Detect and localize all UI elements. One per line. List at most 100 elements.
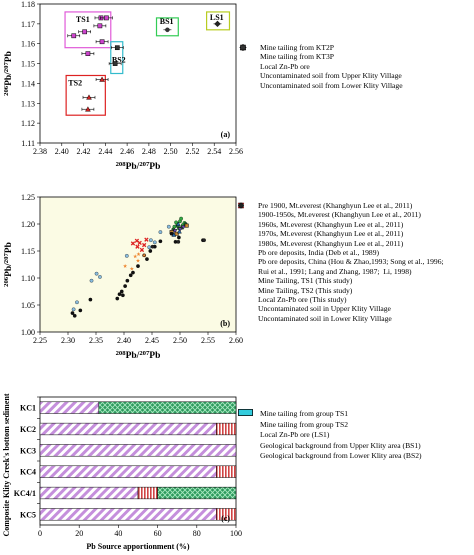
category-label: KC1: [20, 404, 36, 413]
x-tick-label: 2.56: [229, 147, 243, 156]
x-axis-label: Pb Source apportionment (%): [86, 542, 190, 551]
data-point: [180, 225, 186, 230]
panel-c: KC1 KC2 KC3 KC4 KC4/1 KC5 0 20 40 60 80 100 Pb Sourc…: [2, 393, 242, 551]
x-tick-label: 2.30: [61, 336, 75, 345]
group-box-bs1: [155, 17, 179, 37]
legend-swatch: [236, 202, 258, 285]
x-tick-label: 2.35: [89, 336, 103, 345]
legend-item: Mine tailing from group TS1: [238, 409, 422, 420]
data-point: [94, 271, 99, 276]
y-tick-label: 1.05: [21, 301, 35, 310]
data-point: [139, 247, 145, 253]
legend-item: 1970s, Mt.everest (Khanghyun Lee et al.,…: [236, 202, 444, 239]
legend-item: Pre 1900, Mt.everest (Khanghyun Lee et a…: [236, 201, 444, 210]
x-tick-label: 2.52: [185, 147, 199, 156]
x-tick-label: 2.38: [33, 147, 47, 156]
data-point: [174, 231, 179, 236]
data-point: [202, 238, 206, 243]
data-point: [114, 45, 120, 51]
legend-item: 1960s, Mt.everest (Khanghyun Lee et al.,…: [236, 202, 444, 229]
y-tick-label: 1.17: [21, 20, 35, 29]
data-point: [123, 284, 127, 288]
legend-swatch: [238, 43, 260, 71]
data-point: [104, 15, 109, 21]
legend-marker: [238, 202, 244, 209]
data-point: [71, 33, 77, 39]
data-point: [99, 39, 105, 45]
data-point: [123, 263, 128, 268]
legend-label: Local Zn-Pb ore (This study): [258, 295, 347, 305]
data-point: [158, 239, 163, 244]
bar-segment: [98, 401, 237, 414]
group-label-ls1: LS1: [210, 13, 224, 22]
data-point: [129, 266, 134, 271]
x-tick-label: 0: [38, 529, 42, 538]
legend-label: Mine tailing from group TS1: [260, 409, 349, 418]
legend-item: Uncontaminated soil in Upper Klity Villa…: [236, 202, 444, 313]
data-point: [86, 94, 92, 100]
data-point: [145, 257, 149, 261]
data-point: [85, 106, 91, 112]
data-point: [152, 240, 157, 245]
legend-swatch: [236, 202, 258, 266]
x-tick-label: 2.42: [77, 147, 91, 156]
legend-swatch: [238, 44, 260, 90]
legend-item: Geological background from Lower Klity a…: [238, 409, 422, 462]
data-point: [169, 231, 174, 236]
legend-item: Geological background from Upper Klity a…: [238, 409, 422, 452]
x-axis-label: 208Pb/207Pb: [116, 161, 161, 173]
legend-swatch: [236, 202, 258, 304]
legend-swatch: [238, 44, 260, 61]
data-point: [149, 238, 153, 243]
group-box-ts2: [65, 74, 106, 116]
panel-label: (a): [221, 130, 231, 139]
data-point: [130, 241, 136, 246]
panel-label: (b): [220, 319, 230, 328]
data-point: [112, 61, 118, 66]
legend-label: Mine Tailing, TS1 (This study): [258, 276, 353, 286]
legend-label: 1970s, Mt.everest (Khanghyun Lee et al.,…: [258, 229, 404, 239]
y-tick-label: 1.13: [21, 99, 35, 108]
group-box-bs2: [110, 41, 124, 75]
data-point: [70, 311, 75, 315]
bar-segment: [39, 444, 237, 457]
legend-item: Mine tailing from group TS2: [238, 409, 422, 431]
group-label-ts1: TS1: [76, 15, 90, 24]
data-point: [148, 249, 153, 253]
legend-item: Uncontaminated soil from Upper Klity Vil…: [238, 44, 403, 80]
data-point: [158, 230, 163, 234]
legend-panel-a: Mine tailing from KT2P Mine tailing from …: [238, 43, 403, 90]
data-point: [89, 278, 94, 283]
legend-label: Pre 1900, Mt.everest (Khanghyun Lee et a…: [258, 201, 413, 210]
legend-item: Mine tailing from KT2P: [238, 43, 403, 52]
legend-label: Mine tailing from KT3P: [260, 52, 335, 62]
data-point: [75, 300, 79, 305]
data-point: [78, 308, 83, 313]
data-point: [184, 223, 189, 228]
legend-item: Local Zn-Pb ore: [238, 43, 403, 71]
legend-swatch: [238, 409, 260, 462]
data-point: [177, 227, 183, 232]
data-point: [165, 27, 170, 33]
legend-item: Uncontaminated soil from Lower Klity Vil…: [238, 44, 403, 90]
legend-item: Mine Tailing, TS2 (This study): [236, 202, 444, 295]
x-tick-label: 20: [75, 529, 83, 538]
legend-swatch: [236, 202, 258, 238]
data-point: [133, 254, 138, 259]
legend-item: Local Zn-Pb ore (LS1): [238, 409, 422, 441]
legend-item: Mine Tailing, TS1 (This study): [236, 202, 444, 286]
data-point: [124, 254, 129, 258]
group-label-bs1: BS1: [160, 17, 174, 26]
legend-label: Pb ore deposits, China (Hou & Zhao,1993;…: [258, 257, 444, 276]
y-tick-label: 1.16: [21, 40, 35, 49]
x-tick-label: 2.55: [201, 336, 215, 345]
legend-item: Mine tailing from KT3P: [238, 44, 403, 62]
x-tick-label: 40: [114, 529, 122, 538]
data-point: [71, 307, 76, 312]
x-tick-label: 60: [154, 529, 162, 538]
y-tick-label: 1.12: [21, 119, 35, 128]
panel-label: (c): [221, 514, 230, 523]
data-point: [179, 216, 183, 221]
bar-segment: [39, 465, 217, 478]
